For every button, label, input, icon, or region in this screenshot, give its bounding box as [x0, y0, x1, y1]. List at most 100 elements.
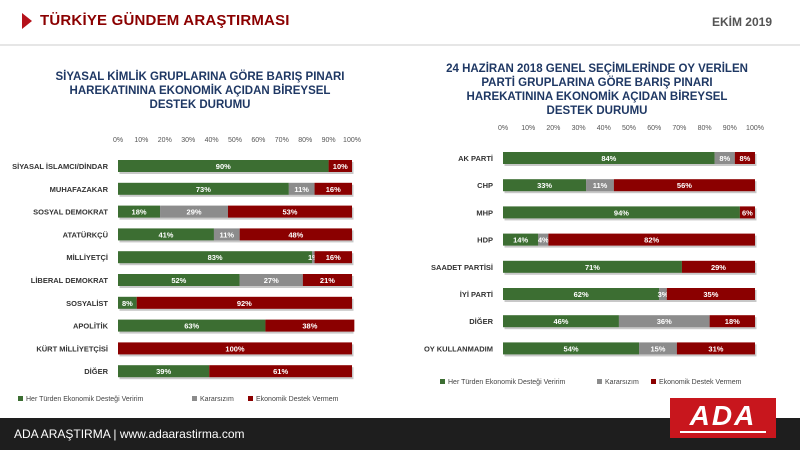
- bar-segment: [118, 182, 289, 195]
- header-bar: TÜRKİYE GÜNDEM ARAŞTIRMASI EKİM 2019: [0, 0, 800, 44]
- footer-text: ADA ARAŞTIRMA | www.adaarastirma.com: [14, 427, 245, 441]
- bar-segment: [118, 228, 214, 241]
- data-label: 56%: [677, 181, 692, 190]
- chart-title-line: SİYASAL KİMLİK GRUPLARINA GÖRE BARIŞ PIN…: [55, 71, 345, 83]
- data-label: 27%: [264, 276, 279, 285]
- data-label: 36%: [657, 317, 672, 326]
- data-label: 11%: [220, 230, 235, 239]
- report-date: EKİM 2019: [711, 15, 772, 29]
- data-label: 8%: [719, 154, 730, 163]
- x-tick-label: 100%: [343, 137, 361, 144]
- data-label: 84%: [601, 154, 616, 163]
- bar-segment: [503, 206, 740, 219]
- bar-segment: [288, 182, 315, 195]
- data-label: 18%: [725, 317, 740, 326]
- data-label: 15%: [650, 344, 665, 353]
- x-tick-label: 100%: [746, 125, 764, 132]
- bar-segment: [503, 260, 682, 273]
- chart-title-line: HAREKATININA EKONOMİK AÇIDAN BİREYSEL: [69, 85, 331, 97]
- data-label: 94%: [614, 208, 629, 217]
- bar-segment: [314, 182, 352, 195]
- x-tick-label: 0%: [498, 125, 508, 132]
- bar-segment: [503, 179, 587, 192]
- category-label: APOLİTİK: [73, 322, 109, 331]
- bar-segment: [118, 342, 352, 355]
- bar-segment: [538, 233, 549, 246]
- legend-label: Kararsızım: [605, 379, 639, 386]
- data-label: 46%: [553, 317, 568, 326]
- data-label: 48%: [288, 230, 303, 239]
- data-label: 41%: [158, 230, 173, 239]
- bar-segment: [666, 288, 755, 300]
- bar-segment: [209, 365, 352, 378]
- category-label: KÜRT MİLLİYETÇİSİ: [36, 344, 108, 353]
- category-label: LİBERAL DEMOKRAT: [31, 276, 109, 285]
- x-tick-label: 30%: [181, 137, 195, 144]
- legend-swatch: [18, 396, 23, 401]
- data-label: 11%: [593, 181, 608, 190]
- logo-underline: [680, 431, 766, 433]
- category-label: AK PARTİ: [458, 154, 493, 163]
- data-label: 100%: [225, 344, 245, 353]
- category-label: MUHAFAZAKAR: [50, 185, 109, 194]
- bar-segment: [118, 365, 210, 378]
- category-label: SAADET PARTİSİ: [431, 263, 493, 272]
- bar-segment: [118, 319, 266, 332]
- company-logo: ADA: [670, 398, 776, 438]
- bar-segment: [118, 160, 329, 172]
- data-label: 1%: [308, 253, 319, 262]
- data-label: 29%: [187, 208, 202, 217]
- bar-segment: [739, 206, 755, 219]
- legend-swatch: [440, 379, 445, 384]
- category-label: DİĞER: [469, 317, 493, 326]
- bar-segment: [503, 342, 640, 355]
- data-label: 61%: [273, 367, 288, 376]
- data-label: 31%: [708, 344, 723, 353]
- data-label: 63%: [184, 322, 199, 331]
- bar-segment: [227, 205, 352, 218]
- x-tick-label: 80%: [298, 137, 312, 144]
- x-tick-label: 30%: [572, 125, 586, 132]
- x-tick-label: 60%: [251, 137, 265, 144]
- bar-segment: [118, 251, 313, 264]
- x-tick-label: 10%: [521, 125, 535, 132]
- data-label: 3%: [658, 290, 669, 299]
- legend-label: Her Türden Ekonomik Desteği Veririm: [26, 396, 144, 403]
- chart-title-left: SİYASAL KİMLİK GRUPLARINA GÖRE BARIŞ PIN…: [20, 70, 380, 112]
- legend-swatch: [651, 379, 656, 384]
- category-label: SİYASAL İSLAMCI/DİNDAR: [12, 162, 108, 171]
- bar-segment: [639, 342, 677, 355]
- data-label: 83%: [208, 253, 223, 262]
- data-label: 29%: [711, 263, 726, 272]
- x-tick-label: 40%: [205, 137, 219, 144]
- x-tick-label: 20%: [158, 137, 172, 144]
- bar-segment: [681, 260, 755, 273]
- category-label: İYİ PARTİ: [460, 290, 493, 299]
- data-label: 92%: [237, 299, 252, 308]
- bar-segment: [586, 179, 614, 192]
- bar-segment: [136, 296, 352, 309]
- bar-segment: [503, 288, 660, 300]
- x-tick-label: 80%: [698, 125, 712, 132]
- x-tick-label: 20%: [546, 125, 560, 132]
- page-title: TÜRKİYE GÜNDEM ARAŞTIRMASI: [40, 12, 290, 29]
- data-label: 71%: [585, 263, 600, 272]
- bar-segment: [676, 342, 755, 355]
- bar-segment: [503, 233, 539, 246]
- chart-title-line: PARTİ GRUPLARINA GÖRE BARIŞ PINARI: [481, 77, 713, 89]
- bar-segment: [714, 152, 735, 164]
- data-label: 18%: [132, 208, 147, 217]
- legend-swatch: [192, 396, 197, 401]
- data-label: 21%: [320, 276, 335, 285]
- legend-swatch: [248, 396, 253, 401]
- bar-segment: [314, 251, 352, 264]
- data-label: 10%: [333, 162, 348, 171]
- chart-title-line: 24 HAZİRAN 2018 GENEL SEÇİMLERİNDE OY VE…: [446, 63, 748, 75]
- chart-title-line: DESTEK DURUMU: [149, 99, 251, 111]
- arrow-icon: [22, 13, 32, 29]
- bar-segment: [548, 233, 755, 246]
- bar-segment: [118, 274, 240, 286]
- category-label: CHP: [477, 181, 493, 190]
- chart-title-line: HAREKATININA EKONOMİK AÇIDAN BİREYSEL: [466, 91, 728, 103]
- chart-title-right: 24 HAZİRAN 2018 GENEL SEÇİMLERİNDE OY VE…: [412, 62, 782, 118]
